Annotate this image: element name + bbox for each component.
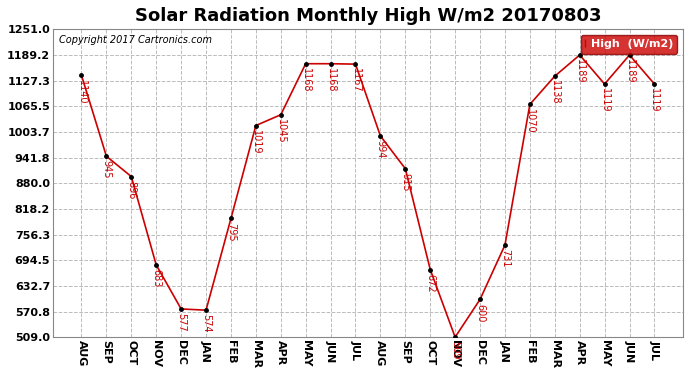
Text: 1189: 1189 [624, 59, 635, 84]
Text: 600: 600 [475, 303, 485, 322]
Text: 896: 896 [126, 181, 137, 199]
Text: 1119: 1119 [649, 88, 660, 113]
Text: 1168: 1168 [326, 68, 335, 92]
Text: 1070: 1070 [525, 108, 535, 133]
Text: 683: 683 [151, 269, 161, 288]
Text: 1189: 1189 [575, 59, 584, 84]
Text: 994: 994 [375, 140, 386, 159]
Text: 1045: 1045 [276, 119, 286, 144]
Text: 1119: 1119 [600, 88, 609, 113]
Text: 731: 731 [500, 249, 510, 268]
Text: Copyright 2017 Cartronics.com: Copyright 2017 Cartronics.com [59, 35, 212, 45]
Text: 577: 577 [176, 313, 186, 332]
Text: 1138: 1138 [550, 80, 560, 105]
Text: 1140: 1140 [77, 80, 86, 104]
Legend: High  (W/m2): High (W/m2) [581, 35, 678, 54]
Text: 1167: 1167 [351, 68, 360, 93]
Text: 672: 672 [425, 274, 435, 292]
Title: Solar Radiation Monthly High W/m2 20170803: Solar Radiation Monthly High W/m2 201708… [135, 7, 601, 25]
Text: 945: 945 [101, 160, 111, 179]
Text: 915: 915 [400, 173, 411, 191]
Text: 509: 509 [450, 341, 460, 360]
Text: 574: 574 [201, 314, 211, 333]
Text: 1019: 1019 [251, 130, 261, 154]
Text: 1168: 1168 [301, 68, 310, 92]
Text: 795: 795 [226, 223, 236, 241]
